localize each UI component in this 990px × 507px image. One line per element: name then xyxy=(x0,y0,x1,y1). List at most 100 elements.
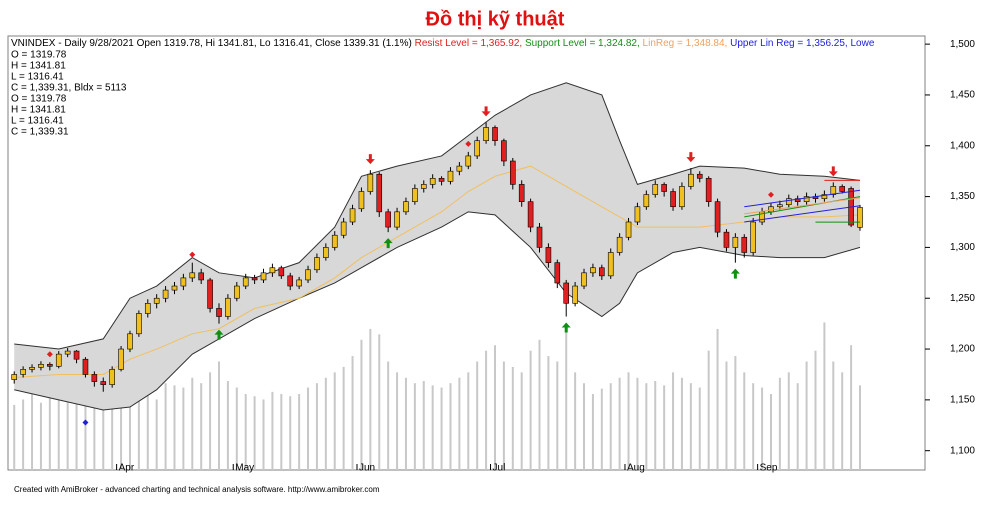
header-segment: LinReg = 1,348.84, xyxy=(643,38,731,49)
volume-bar xyxy=(583,383,586,470)
candle-body xyxy=(38,363,44,368)
volume-bar xyxy=(351,356,354,470)
candle-body xyxy=(171,285,178,291)
candle-body xyxy=(696,173,703,179)
volume-bar xyxy=(591,394,594,470)
candle-body xyxy=(251,277,258,281)
candle-body xyxy=(162,289,169,299)
candle-body xyxy=(732,236,739,248)
candle-body xyxy=(260,272,267,281)
candle-body xyxy=(127,333,133,350)
volume-bar xyxy=(529,350,532,470)
volume-bar xyxy=(120,383,123,470)
volume-bar xyxy=(387,361,390,470)
volume-bar xyxy=(787,372,790,470)
volume-bar xyxy=(618,377,621,470)
volume-bar xyxy=(173,385,176,470)
candle-body xyxy=(527,201,534,228)
volume-bar xyxy=(680,377,683,470)
candle-body xyxy=(305,269,311,281)
volume-bar xyxy=(280,394,283,470)
candle-body xyxy=(331,234,338,248)
volume-bar xyxy=(707,350,710,470)
sell-arrow xyxy=(828,166,838,177)
candle-body xyxy=(750,221,756,253)
candle-body xyxy=(590,267,596,274)
volume-bar xyxy=(841,372,844,470)
candle-body xyxy=(118,348,124,370)
x-tick-label: Apr xyxy=(119,463,135,474)
y-tick-label: 1,250 xyxy=(950,293,975,304)
info-line: C = 1,339.31, Bldx = 5113 xyxy=(11,83,127,94)
volume-bar xyxy=(315,383,318,470)
candle-body xyxy=(349,208,356,223)
candle-body xyxy=(55,353,62,367)
candle-body xyxy=(830,186,837,195)
y-tick-label: 1,350 xyxy=(950,191,975,202)
volume-bar xyxy=(191,377,194,470)
sell-arrow xyxy=(686,152,696,163)
candle-body xyxy=(545,247,552,263)
volume-bar xyxy=(155,399,158,470)
volume-bar xyxy=(226,381,229,470)
volume-bar xyxy=(307,387,310,470)
candle-body xyxy=(661,184,667,192)
red-diamond xyxy=(189,251,196,258)
volume-bar xyxy=(93,388,96,470)
candle-body xyxy=(216,308,222,317)
candle-body xyxy=(278,267,285,277)
volume-bar xyxy=(66,394,69,470)
red-diamond xyxy=(465,140,472,147)
volume-bar xyxy=(485,350,488,470)
candle-body xyxy=(287,275,294,287)
candle-body xyxy=(509,160,516,185)
volume-bar xyxy=(262,399,265,470)
candle-body xyxy=(777,204,783,208)
volume-bar xyxy=(645,383,648,470)
candle-body xyxy=(367,173,374,192)
volume-bar xyxy=(467,372,470,470)
band-middle xyxy=(14,165,861,379)
candle-body xyxy=(207,279,213,309)
candle-body xyxy=(225,297,231,317)
volume-bar xyxy=(235,387,238,470)
volume-bar xyxy=(636,377,639,470)
volume-bar xyxy=(689,383,692,470)
info-line: O = 1319.78 xyxy=(11,50,67,61)
volume-bar xyxy=(164,383,167,470)
candle-body xyxy=(340,221,347,236)
volume-bar xyxy=(102,394,105,470)
y-tick-label: 1,150 xyxy=(950,395,975,406)
candle-body xyxy=(688,173,694,187)
candle-body xyxy=(269,267,276,274)
volume-bar xyxy=(672,372,675,470)
header-segment: Resist Level = 1,365.92, xyxy=(415,38,525,49)
volume-bar xyxy=(627,372,630,470)
candle-body xyxy=(679,186,685,208)
volume-bar xyxy=(244,394,247,470)
volume-bar xyxy=(476,361,479,470)
volume-bar xyxy=(396,372,399,470)
candle-body xyxy=(109,369,115,385)
candle-body xyxy=(242,277,249,287)
volume-bar xyxy=(716,328,719,470)
buy-arrow xyxy=(214,329,224,340)
volume-bar xyxy=(734,356,737,470)
volume-bar xyxy=(378,334,381,470)
volume-bar xyxy=(217,361,220,470)
candle-body xyxy=(189,272,196,279)
candle-body xyxy=(581,272,587,287)
volume-bar xyxy=(182,387,185,470)
candle-body xyxy=(296,279,302,287)
candle-body xyxy=(358,191,365,210)
blue-diamond xyxy=(82,419,89,426)
volume-bar xyxy=(48,396,51,470)
volume-bar xyxy=(520,372,523,470)
volume-bar xyxy=(39,402,42,470)
header-segment: VNINDEX - Daily 9/28/2021 Open 1319.78, … xyxy=(11,38,415,49)
info-line: H = 1341.81 xyxy=(11,105,66,116)
volume-bar xyxy=(609,383,612,470)
candle-body xyxy=(563,282,570,304)
band-fill xyxy=(14,82,861,411)
